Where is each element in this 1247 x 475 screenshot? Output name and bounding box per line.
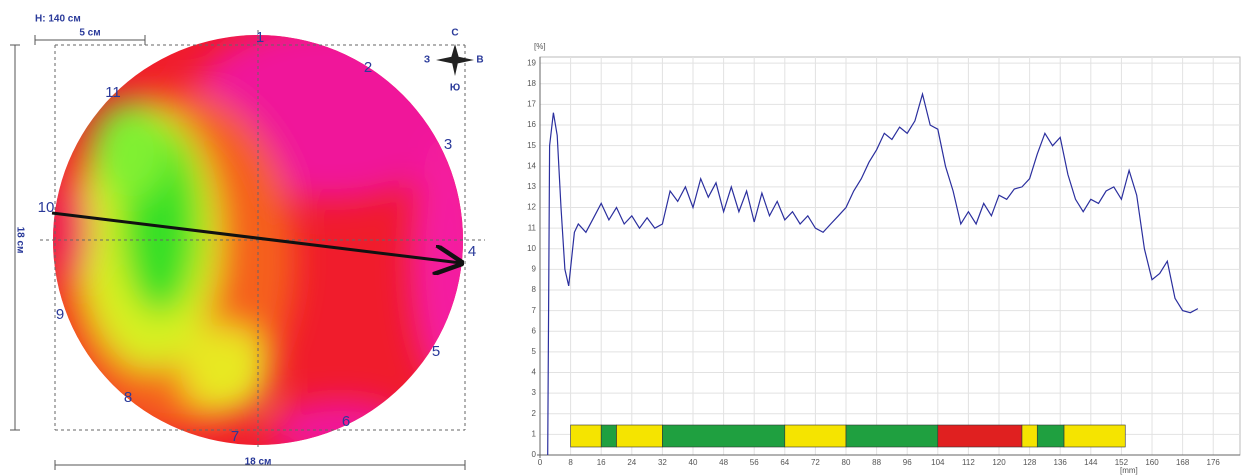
profile-segment [1064,425,1125,447]
point-label: 5 [432,343,440,360]
y-tick-label: 7 [532,306,537,315]
y-tick-label: 12 [527,203,536,212]
point-label: 6 [342,413,350,430]
compass-west: З [424,55,430,66]
y-axis-label: [%] [534,42,546,51]
x-axis-label: [mm] [1120,466,1138,475]
y-tick-label: 0 [532,450,537,459]
x-tick-label: 72 [811,458,820,467]
x-tick-label: 168 [1176,458,1190,467]
x-tick-label: 32 [658,458,667,467]
point-label: 11 [105,84,121,101]
x-tick-label: 96 [903,458,912,467]
x-tick-label: 16 [597,458,606,467]
x-tick-label: 128 [1023,458,1037,467]
x-tick-label: 112 [962,458,975,467]
scale-label: 5 см [79,28,100,39]
compass-east: В [476,55,483,66]
profile-segment [601,425,616,447]
x-tick-label: 40 [689,458,698,467]
y-tick-label: 15 [527,141,536,150]
point-label: 10 [38,199,55,216]
point-label: 1 [256,29,264,46]
profile-segment [938,425,1022,447]
compass-south: Ю [450,83,460,94]
y-tick-label: 11 [528,223,537,232]
x-tick-label: 56 [750,458,759,467]
width-label: 18 см [245,457,272,468]
point-label: 2 [364,59,372,76]
plot-area [540,57,1240,455]
height-label: H: 140 см [35,14,81,25]
profile-segment [1037,425,1064,447]
y-tick-label: 9 [532,265,537,274]
point-label: 8 [124,389,132,406]
x-tick-label: 104 [931,458,945,467]
y-tick-label: 19 [527,58,536,67]
y-tick-label: 17 [527,100,536,109]
point-label: 7 [231,428,239,445]
y-tick-label: 14 [527,161,536,170]
y-tick-label: 5 [532,347,537,356]
x-tick-label: 88 [872,458,881,467]
x-tick-label: 48 [719,458,728,467]
point-label: 9 [56,306,64,323]
x-tick-label: 120 [992,458,1006,467]
y-tick-label: 10 [527,244,536,253]
y-tick-label: 2 [532,409,537,418]
y-tick-label: 6 [532,326,537,335]
y-tick-label: 16 [527,120,536,129]
y-tick-label: 13 [527,182,536,191]
y-tick-label: 3 [532,388,537,397]
tomogram: H: 140 см 5 см 18 см 18 см С З В Ю 1 2 3 4 5… [10,14,490,470]
profile-segment [571,425,602,447]
y-tick-label: 1 [532,429,537,438]
y-tick-label: 18 [527,79,536,88]
profile-segment [1022,425,1037,447]
depth-label: 18 см [14,227,25,254]
x-tick-label: 64 [780,458,789,467]
x-tick-label: 80 [842,458,851,467]
profile-segment [617,425,663,447]
profile-segment [785,425,846,447]
y-tick-label: 8 [532,285,537,294]
x-tick-label: 160 [1145,458,1159,467]
compass-north: С [451,28,458,39]
point-label: 4 [468,243,476,260]
profile-segment [846,425,938,447]
x-tick-label: 176 [1207,458,1221,467]
x-tick-label: 8 [568,458,573,467]
x-tick-label: 136 [1054,458,1068,467]
page: H: 140 см 5 см 18 см 18 см С З В Ю 12345… [0,0,1247,475]
x-tick-label: 0 [538,458,543,467]
point-label: 3 [444,136,452,153]
profile-segment [662,425,784,447]
y-tick-label: 4 [532,368,537,377]
x-tick-label: 24 [627,458,636,467]
x-tick-label: 144 [1084,458,1098,467]
